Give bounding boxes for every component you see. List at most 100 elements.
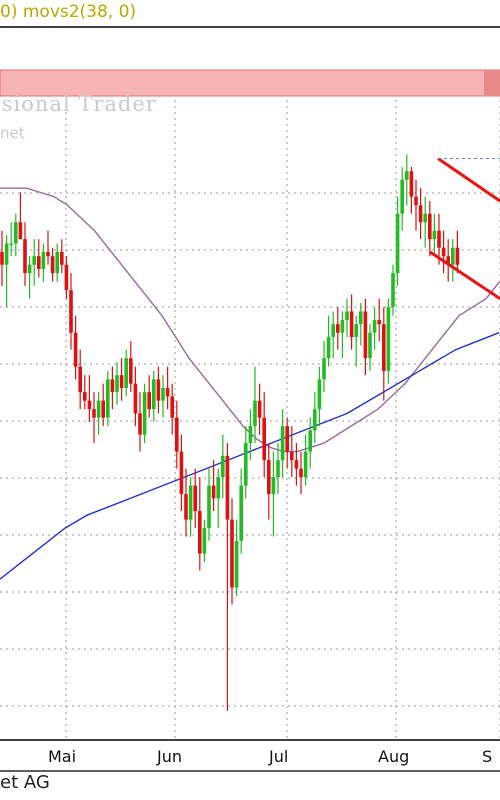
candle-body [446,256,450,265]
candle-body [55,251,59,274]
candle-body [202,528,207,554]
candle-body [377,319,381,325]
candle-body [170,396,174,418]
candle-body [193,485,197,512]
candle-body [322,358,326,380]
candle-body [331,324,335,337]
candle-body [18,222,23,240]
candle-body [124,358,128,388]
watermark-subtitle: net [0,124,25,142]
candle-body [313,409,317,431]
trend-line-lower [429,250,500,300]
candle-body [276,460,280,478]
candle-body [395,213,400,274]
candle-body [175,417,179,452]
candle-body [359,311,363,325]
candle-body [41,251,46,269]
candle-body [248,426,253,444]
candle-body [110,379,115,393]
indicator-label: 0) movs2(38, 0) [0,2,137,22]
candle-body [386,307,391,371]
candle-body [294,460,299,469]
candle-body [340,319,345,333]
candle-body [78,366,82,393]
candle-body [354,324,358,337]
candle-body [32,256,36,265]
month-tick-label: Jun [156,747,182,766]
alert-band-edge [484,70,500,96]
candle-body [299,468,303,478]
candle-body [317,379,322,410]
candle-body [106,379,110,418]
candle-body [37,256,41,269]
candle-body [257,400,262,418]
candle-body [290,451,294,461]
candle-body [179,451,184,495]
candle-body [432,230,437,240]
candle-body [225,455,230,520]
candle-body [280,426,285,461]
candle-body [4,243,9,265]
candle-body [115,375,119,393]
candle-body [46,251,50,257]
candle-body [405,171,409,180]
candle-body [271,477,276,495]
candle-body [368,332,372,359]
candle-body [27,264,32,274]
candle-body [303,451,308,478]
candle-body [230,519,234,588]
candle-body [188,485,193,520]
candle-body [0,251,4,265]
candle-body [69,290,73,333]
candle-body [87,400,92,410]
candle-body [239,485,243,541]
candle-body [428,213,432,240]
candle-body [326,336,331,359]
moving-average-short [0,187,500,453]
candle-body [221,455,225,478]
candle-body [363,311,368,359]
candle-body [423,213,427,223]
candle-body [92,409,96,418]
candle-body [14,222,18,244]
month-tick-label: S [482,747,492,766]
candle-body [414,196,418,206]
candle-body [409,171,414,197]
candle-body [129,358,133,384]
candle-body [96,400,101,418]
candle-body [418,205,423,223]
candle-body [50,256,55,274]
trend-line-upper [437,157,500,203]
candle-body [308,430,312,452]
candle-body [400,179,404,214]
candle-body [198,511,202,554]
candle-body [142,392,147,435]
candle-body [133,383,138,414]
candle-body [147,392,151,410]
candle-body [161,387,165,401]
candle-body [285,426,289,452]
candle-body [234,540,239,588]
candle-body [345,311,349,320]
candle-body [437,230,441,248]
candle-body [349,311,354,337]
candle-body [441,247,446,257]
candle-body [253,400,257,427]
candle-body [391,273,395,308]
candle-body [207,485,211,529]
month-tick-label: Jul [268,747,288,766]
candle-body [262,417,266,461]
candle-body [152,379,156,410]
candle-body [60,251,64,265]
candle-body [211,485,216,499]
candle-body [267,460,271,495]
alert-band [0,69,500,97]
candle-body [73,332,78,367]
month-tick-label: Aug [378,747,409,766]
candle-body [138,413,142,435]
candle-body [9,243,13,245]
candle-body [184,494,188,520]
footer-credit: et AG [0,772,50,793]
candle-body [156,379,161,401]
